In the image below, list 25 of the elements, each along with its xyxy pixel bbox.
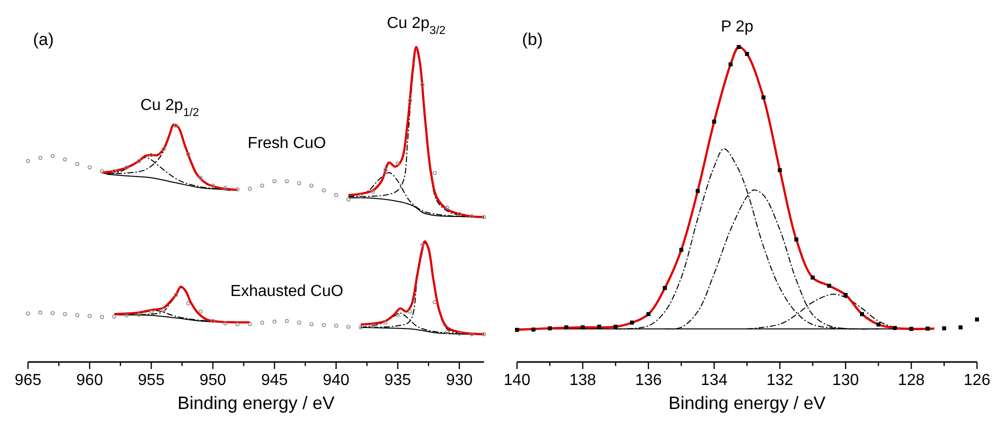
text: P 2p xyxy=(720,18,754,36)
x-tick-label: 136 xyxy=(635,372,662,389)
x-tick-label: 940 xyxy=(322,372,350,389)
x-tick-label: 134 xyxy=(700,372,728,389)
x-tick-label: 950 xyxy=(200,372,226,389)
text: Cu 2p$_{3/2}$ xyxy=(386,15,446,38)
x-axis-title: Binding energy / eV xyxy=(177,393,335,413)
x-tick-label: 138 xyxy=(569,372,596,389)
x-tick-label: 128 xyxy=(898,372,925,389)
x-tick-label: 132 xyxy=(766,372,794,389)
x-tick-label: 960 xyxy=(76,372,104,389)
x-tick-label: 935 xyxy=(384,372,412,389)
annotation: (a) xyxy=(33,30,54,49)
x-tick-label: 930 xyxy=(446,372,473,389)
x-tick-label: 955 xyxy=(138,372,165,389)
annotation: Exhausted CuO xyxy=(230,282,344,300)
x-tick-label: 965 xyxy=(14,372,42,389)
annotation: Fresh CuO xyxy=(248,134,326,152)
annotation: Cu 2p$_{1/2}$ xyxy=(140,97,200,119)
x-tick-label: 140 xyxy=(504,372,530,389)
x-axis-title: Binding energy / eV xyxy=(668,393,826,413)
x-tick-label: 945 xyxy=(261,372,288,389)
x-tick-label: 130 xyxy=(832,372,860,389)
x-tick-label: 126 xyxy=(964,372,990,389)
annotation: (b) xyxy=(522,30,543,49)
